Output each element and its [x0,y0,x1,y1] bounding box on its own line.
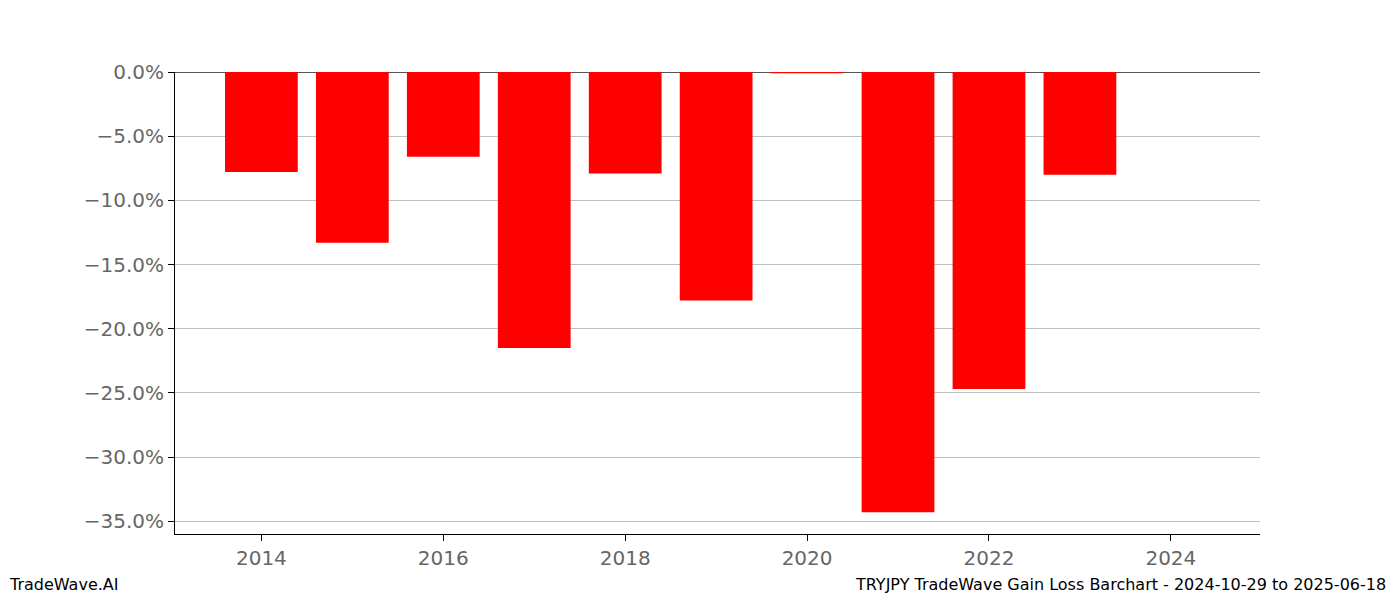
svg-text:2020: 2020 [782,546,833,570]
svg-text:2014: 2014 [236,546,287,570]
svg-text:−5.0%: −5.0% [96,124,164,148]
svg-text:2022: 2022 [964,546,1015,570]
svg-text:2024: 2024 [1145,546,1196,570]
svg-text:−35.0%: −35.0% [84,509,164,533]
svg-text:0.0%: 0.0% [113,60,164,84]
svg-text:2016: 2016 [418,546,469,570]
svg-text:2018: 2018 [600,546,651,570]
svg-text:−15.0%: −15.0% [84,253,164,277]
svg-text:−25.0%: −25.0% [84,381,164,405]
svg-text:−30.0%: −30.0% [84,445,164,469]
svg-text:−10.0%: −10.0% [84,188,164,212]
svg-text:TradeWave.AI: TradeWave.AI [9,575,118,594]
svg-text:TRYJPY TradeWave Gain Loss Bar: TRYJPY TradeWave Gain Loss Barchart - 20… [855,575,1386,594]
svg-text:−20.0%: −20.0% [84,317,164,341]
